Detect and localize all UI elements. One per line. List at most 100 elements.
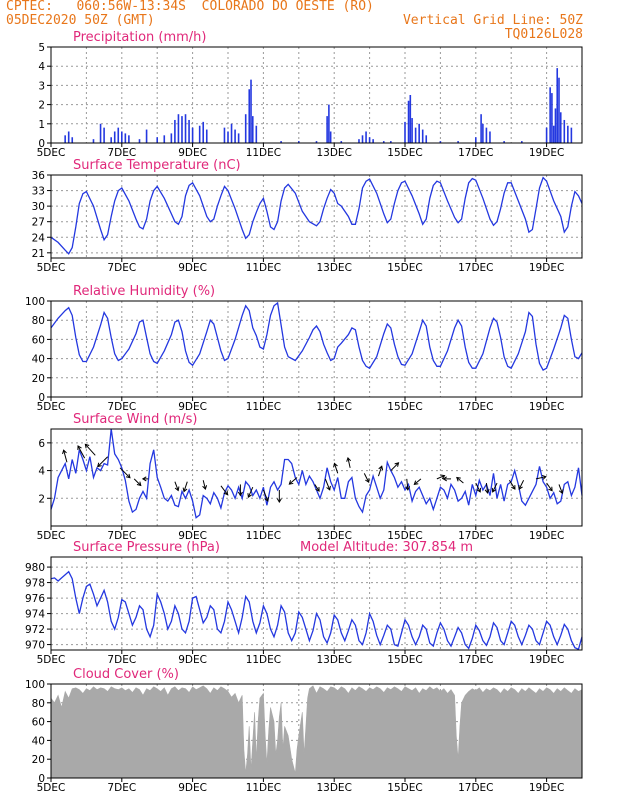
x-tick-label: 7DEC [107, 262, 136, 274]
wind-arrow [77, 445, 86, 459]
wind-arrow-head [77, 445, 82, 451]
panel-0: 0 1 2 3 4 5 5DEC 7DEC 9DEC 11DEC 13DEC 15DEC 17DEC 19… [37, 30, 583, 159]
precip-bar [503, 141, 505, 143]
wind-arrow-head [84, 443, 90, 449]
y-tick-label: 33 [32, 186, 45, 198]
precip-bar [230, 123, 233, 143]
precip-bar [251, 116, 254, 143]
precip-bar [425, 135, 428, 143]
panel-frame [50, 556, 583, 651]
precip-bar [177, 114, 180, 143]
wind-arrow-head [237, 491, 243, 497]
y-tick-label: 2 [38, 493, 45, 505]
precip-bar [326, 116, 328, 143]
x-tick-label: 9DEC [178, 147, 207, 159]
y-tick-label: 80 [32, 315, 45, 327]
precip-bar [421, 129, 424, 143]
x-tick-label: 19DEC [529, 401, 564, 413]
x-tick-label: 9DEC [178, 530, 207, 542]
precip-bar [558, 77, 560, 143]
precip-bar [485, 127, 488, 143]
precip-bar [145, 129, 148, 143]
precip-bar [110, 137, 112, 143]
wind-arrow-head [288, 480, 294, 485]
precip-bar [551, 93, 553, 143]
wind-arrow-head [202, 485, 208, 491]
wind-arrow [84, 443, 96, 456]
series-line [50, 428, 583, 519]
wind-arrow [414, 478, 422, 485]
wind-arrow [314, 484, 320, 492]
y-tick-label: 6 [38, 438, 45, 450]
precip-bar [156, 137, 158, 143]
wind-arrow-head [315, 487, 320, 492]
x-tick-label: 17DEC [458, 147, 493, 159]
precip-bar [439, 141, 442, 143]
precip-bar [549, 87, 551, 143]
precip-bar [404, 121, 406, 143]
precip-bar [482, 123, 484, 143]
precip-bar [99, 123, 102, 143]
panel-title: Surface Wind (m/s) [73, 412, 197, 427]
panel-frame [50, 300, 583, 398]
precip-bar [365, 131, 367, 143]
y-tick-label: 980 [25, 562, 45, 574]
precip-bar [248, 89, 251, 143]
precip-bar [563, 119, 566, 143]
x-tick-label: 19DEC [529, 530, 564, 542]
wind-arrow [289, 477, 298, 485]
vertical-grid-note: Vertical Grid Line: 50Z [402, 13, 583, 28]
x-tick-label: 5DEC [37, 401, 66, 413]
wind-arrow [475, 482, 481, 493]
wind-arrow [220, 485, 228, 495]
precip-bar [188, 119, 190, 143]
wind-arrow [406, 478, 409, 490]
wind-arrow-head [141, 476, 147, 482]
x-tick-label: 11DEC [246, 147, 281, 159]
wind-arrow-head [182, 487, 188, 493]
run-date: 05DEC2020 50Z (GMT) [6, 13, 155, 28]
wind-arrow-head [476, 487, 482, 493]
x-tick-label: 15DEC [387, 782, 422, 794]
precip-bar [71, 137, 74, 143]
precip-bar [117, 127, 120, 143]
precip-bar [411, 118, 413, 143]
precip-bar [174, 119, 176, 143]
precip-bar [554, 108, 557, 143]
x-tick-label: 5DEC [37, 262, 66, 274]
wind-arrow-head [491, 487, 497, 493]
panel-title: Precipitation (mm/h) [73, 30, 206, 45]
precip-bar [475, 137, 477, 143]
y-tick-label: 4 [38, 466, 45, 478]
cloud-area [50, 685, 583, 779]
y-tick-label: 21 [32, 248, 45, 260]
precip-bar [103, 127, 105, 143]
precip-bar [480, 114, 482, 143]
precip-bar [358, 139, 360, 143]
x-tick-label: 17DEC [458, 782, 493, 794]
wind-arrow-head [558, 489, 564, 495]
precip-bar [414, 127, 417, 143]
x-tick-label: 9DEC [178, 654, 207, 666]
wind-arrow-head [247, 493, 252, 498]
x-tick-label: 13DEC [316, 147, 351, 159]
wind-arrow [183, 481, 188, 492]
x-tick-label: 17DEC [458, 654, 493, 666]
precip-bar [545, 127, 548, 143]
wind-arrow [535, 476, 546, 480]
wind-arrow-head [62, 449, 67, 455]
wind-arrow-head [541, 474, 547, 480]
wind-arrow [262, 489, 269, 502]
x-tick-label: 7DEC [107, 530, 136, 542]
precip-bar [138, 139, 141, 143]
x-tick-label: 19DEC [529, 262, 564, 274]
x-tick-label: 13DEC [316, 654, 351, 666]
precip-bar [163, 135, 166, 143]
wind-arrow [456, 477, 464, 484]
wind-arrow-head [413, 480, 419, 486]
wind-arrow [333, 463, 339, 474]
panel-title: Relative Humidity (%) [73, 284, 215, 299]
y-tick-label: 40 [32, 354, 45, 366]
precip-bar [64, 135, 66, 143]
x-tick-label: 7DEC [107, 147, 136, 159]
